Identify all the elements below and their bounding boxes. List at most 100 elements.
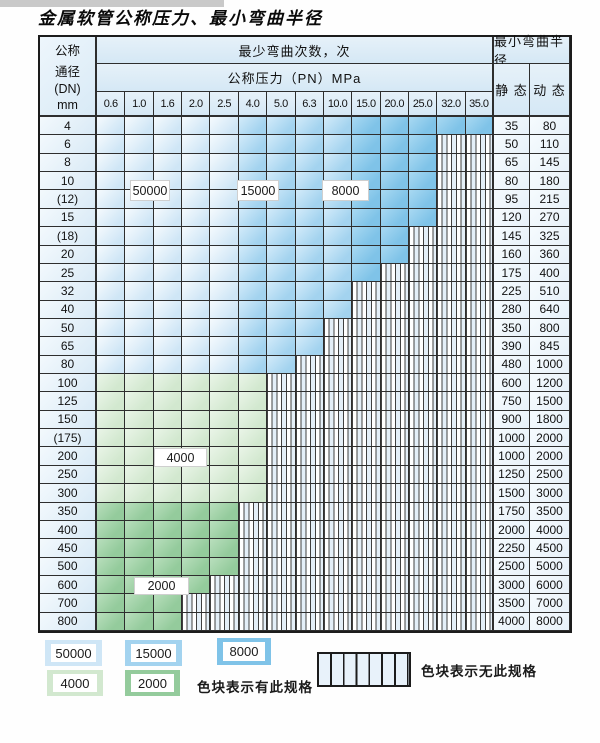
dynamic-radius-cell: 6000 [530,575,570,595]
spec-cell-available [97,318,126,338]
cycles-header: 最少弯曲次数，次 [97,37,494,64]
spec-cell-available [238,484,268,503]
dn-column-header: 公称 通径 (DN) mm [40,37,97,117]
spec-cell-available [125,594,154,613]
spec-cell-unavailable [408,575,438,595]
dn-cell: 6 [40,135,97,154]
pressure-tick: 1.6 [153,92,183,117]
spec-cell-unavailable [437,539,466,558]
spec-cell-available [153,300,183,319]
dn-cell: (175) [40,429,97,448]
spec-cell-unavailable [408,539,438,558]
spec-cell-unavailable [210,575,239,595]
dn-cell: (18) [40,227,97,246]
spec-cell-available [153,410,183,430]
spec-cell-available [182,135,211,154]
spec-cell-available [125,410,154,430]
spec-cell-available [408,172,438,191]
spec-cell-available [210,153,239,173]
spec-cell-unavailable [295,465,324,485]
static-radius-cell: 80 [494,172,530,191]
spec-cell-unavailable [408,374,438,393]
spec-cell-unavailable [352,447,381,466]
spec-cell-available [210,410,239,430]
dn-column-header-line: 通径 [54,65,80,79]
spec-cell-available [267,153,296,173]
spec-cell-available [153,245,183,264]
spec-cell-unavailable [182,594,211,613]
spec-cell-unavailable [465,539,494,558]
spec-cell-unavailable [465,465,494,485]
spec-cell-unavailable [323,447,353,466]
dn-cell: 600 [40,575,97,595]
spec-cell-unavailable [408,557,438,576]
spec-cell-available [267,282,296,301]
spec-cell-available [238,318,268,338]
spec-cell-available [323,300,353,319]
spec-cell-unavailable [267,374,296,393]
spec-cell-unavailable [465,447,494,466]
pressure-tick: 35.0 [465,92,494,117]
spec-cell-unavailable [352,539,381,558]
dn-cell: 700 [40,594,97,613]
static-radius-cell: 1500 [494,484,530,503]
spec-cell-available [238,153,268,173]
spec-cell-available [210,208,239,228]
spec-cell-unavailable [380,300,409,319]
spec-cell-available [97,429,126,448]
spec-cell-unavailable [323,539,353,558]
spec-cell-available [125,337,154,356]
spec-cell-available [97,410,126,430]
spec-cell-unavailable [465,135,494,154]
spec-cell-unavailable [323,612,353,631]
static-radius-cell: 50 [494,135,530,154]
spec-cell-unavailable [408,318,438,338]
spec-cell-available [125,282,154,301]
spec-cell-available [153,484,183,503]
spec-cell-available [210,245,239,264]
spec-cell-available [352,135,381,154]
spec-cell-available [267,245,296,264]
spec-cell-available [97,300,126,319]
spec-cell-unavailable [465,208,494,228]
pressure-tick: 2.5 [210,92,239,117]
spec-cell-unavailable [295,374,324,393]
spec-cell-unavailable [380,282,409,301]
static-radius-cell: 480 [494,355,530,374]
spec-cell-available [210,190,239,209]
static-header: 静 态 [494,64,530,117]
spec-cell-unavailable [437,282,466,301]
spec-cell-available [352,208,381,228]
spec-cell-available [210,429,239,448]
dn-cell: 10 [40,172,97,191]
spec-cell-unavailable [267,410,296,430]
spec-cell-unavailable [267,594,296,613]
spec-cell-available [210,355,239,374]
spec-cell-unavailable [295,575,324,595]
spec-cell-available [97,575,126,595]
dynamic-radius-cell: 2000 [530,429,570,448]
static-radius-cell: 2500 [494,557,530,576]
spec-cell-available [125,355,154,374]
spec-cell-available [125,318,154,338]
scan-artifact-strip [0,0,224,7]
dynamic-radius-cell: 8000 [530,612,570,631]
cycles-8000-label: 8000 [322,180,369,201]
spec-cell-unavailable [295,392,324,411]
spec-cell-available [380,208,409,228]
spec-cell-available [210,135,239,154]
spec-cell-unavailable [465,282,494,301]
spec-cell-unavailable [465,484,494,503]
spec-cell-available [153,337,183,356]
spec-cell-unavailable [380,539,409,558]
spec-cell-available [380,135,409,154]
spec-cell-available [97,612,126,631]
dn-cell: 40 [40,300,97,319]
spec-cell-unavailable [408,502,438,521]
spec-cell-available [182,502,211,521]
spec-cell-unavailable [323,318,353,338]
legend-has-spec-note: 色块表示有此规格 [197,680,313,695]
spec-cell-available [408,190,438,209]
spec-cell-available [323,263,353,283]
spec-cell-available [153,392,183,411]
